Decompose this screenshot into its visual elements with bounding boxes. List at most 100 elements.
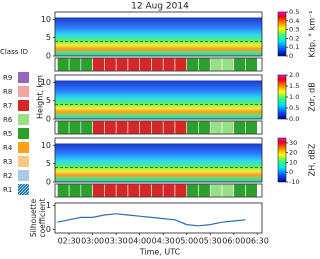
panel-frame	[54, 137, 263, 183]
colorbar-tick-label: 0.3	[289, 26, 299, 34]
x-tick-label: 06:30	[246, 237, 269, 246]
x-tick-label: 05:00	[175, 237, 198, 246]
class-cell	[162, 120, 176, 135]
class-cell	[57, 183, 70, 198]
legend-label: R8	[3, 88, 12, 96]
class-cell	[139, 183, 152, 198]
class-cell	[80, 57, 93, 72]
colorbar-tick-label: 0.0	[289, 115, 299, 123]
colorbar	[277, 137, 287, 183]
y-tick-label: 0	[46, 52, 51, 61]
legend-label: R4	[3, 144, 13, 152]
x-tick-label: 03:00	[81, 237, 104, 246]
legend-swatch	[18, 72, 29, 83]
legend-label: R9	[3, 74, 12, 82]
class-cell	[245, 120, 258, 135]
class-cell	[209, 57, 223, 72]
class-cell	[174, 183, 188, 198]
y-tick-label: 10	[41, 141, 51, 150]
panel-frame	[54, 202, 263, 234]
panel-frame	[54, 11, 263, 57]
class-cell	[209, 183, 223, 198]
colorbar-tick-label: 10	[289, 158, 297, 166]
class-cell	[162, 183, 176, 198]
class-cell	[127, 183, 140, 198]
strip-frame	[54, 183, 263, 198]
x-tick-label: 04:30	[152, 237, 175, 246]
class-cell	[198, 120, 211, 135]
class-cell	[68, 57, 82, 72]
class-cell	[209, 120, 223, 135]
y-tick-label: 0	[46, 115, 51, 124]
legend-label: R2	[3, 172, 12, 180]
y-tick-label: 5	[46, 159, 51, 168]
class-cell	[186, 120, 199, 135]
figure-title: 12 Aug 2014	[131, 2, 189, 12]
colorbar-tick-label: 0.5	[289, 8, 299, 16]
y-tick-label: 1	[46, 201, 51, 210]
class-cell	[221, 183, 235, 198]
colorbar	[277, 74, 287, 120]
class-cell	[139, 120, 152, 135]
class-cell	[151, 120, 164, 135]
class-cell	[92, 183, 105, 198]
x-tick-label: 04:00	[128, 237, 151, 246]
class-cell	[127, 120, 140, 135]
colorbar	[277, 11, 287, 57]
class-cell	[92, 57, 105, 72]
y-tick-label: 10	[41, 15, 51, 24]
heatmap-field	[55, 143, 262, 182]
class-cell	[57, 57, 70, 72]
class-cell	[104, 57, 117, 72]
y-tick-label: 0	[46, 178, 51, 187]
legend-swatch	[18, 170, 29, 181]
class-cell	[245, 57, 258, 72]
colorbar-tick-label: 0.2	[289, 34, 299, 42]
x-tick-label: 06:00	[222, 237, 245, 246]
legend-swatch	[18, 142, 29, 153]
x-tick-label: 05:30	[199, 237, 222, 246]
legend-label: R6	[3, 116, 13, 124]
legend-swatch	[18, 114, 29, 125]
class-cell	[57, 120, 70, 135]
class-cell	[115, 120, 129, 135]
x-axis-label: Time, UTC	[139, 248, 181, 257]
class-cell	[68, 183, 82, 198]
legend-swatch	[18, 86, 29, 97]
class-cell	[127, 57, 140, 72]
colorbar-tick-label: 0	[289, 168, 293, 176]
colorbar-tick-label: 2.0	[289, 71, 299, 79]
class-cell	[151, 183, 164, 198]
class-cell	[139, 57, 152, 72]
colorbar-tick-label: -10	[289, 178, 300, 186]
colorbar-tick-label: 30	[289, 139, 297, 147]
colorbar-tick-label: 1.0	[289, 93, 299, 101]
panel-frame	[54, 74, 263, 120]
colorbar-tick-label: 0.5	[289, 104, 299, 112]
heatmap-field	[55, 80, 262, 119]
class-cell	[104, 183, 117, 198]
colorbar-label: Kdp, ° km⁻¹	[308, 11, 317, 58]
legend-label: R1	[3, 186, 12, 194]
y-tick-label: 5	[46, 96, 51, 105]
colorbar-tick-label: 1.5	[289, 82, 299, 90]
class-cell	[221, 57, 235, 72]
strip-frame	[54, 57, 263, 72]
class-cell	[198, 57, 211, 72]
colorbar-label: ZH, dBZ	[308, 143, 317, 176]
colorbar-tick-label: 0.1	[289, 43, 299, 51]
legend-label: R3	[3, 158, 12, 166]
y-axis-label-line: Silhouette	[29, 199, 38, 238]
class-cell	[233, 183, 246, 198]
heatmap-field	[55, 17, 262, 56]
legend-label: R7	[3, 102, 12, 110]
legend-label: R5	[3, 130, 12, 138]
y-axis-label: Height, km	[36, 75, 45, 119]
class-cell	[186, 57, 199, 72]
class-cell	[92, 120, 105, 135]
class-cell	[68, 120, 82, 135]
legend-title: Class ID	[0, 48, 28, 56]
colorbar-label: Zdr, dB	[308, 82, 317, 112]
colorbar-tick-label: 0	[289, 52, 293, 60]
